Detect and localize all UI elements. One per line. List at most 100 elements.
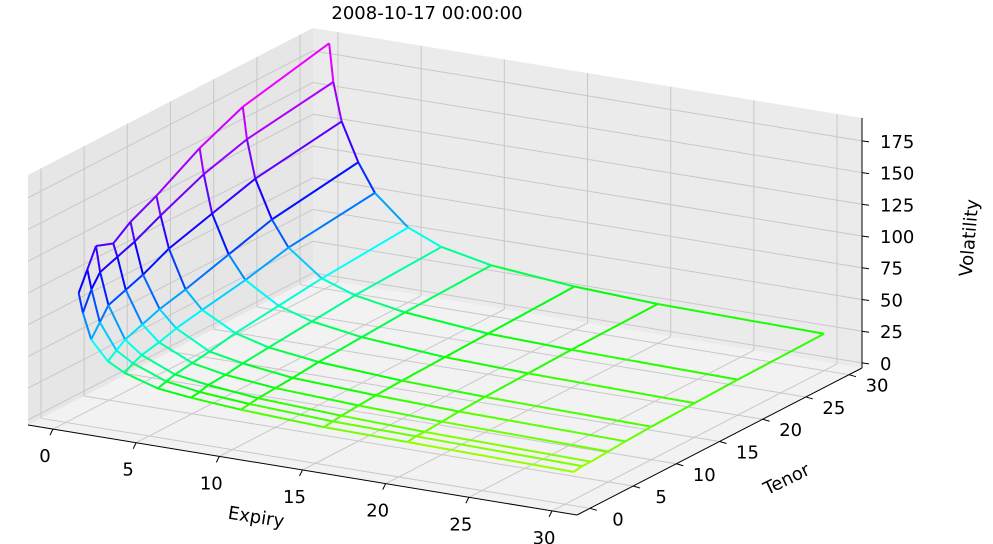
x-tick-label: 0 — [39, 446, 50, 467]
x-tick-label: 20 — [366, 501, 389, 522]
wire-segment — [132, 354, 143, 365]
wire-segment — [246, 81, 334, 141]
wire-segment — [287, 246, 323, 280]
y-tick-label: 25 — [822, 398, 845, 419]
wire-segment — [227, 253, 247, 281]
wire-segment — [332, 420, 417, 438]
wire-segment — [570, 303, 659, 351]
grid-line — [27, 272, 314, 421]
wire-segment — [275, 387, 359, 407]
wire-segment — [90, 271, 102, 290]
wire-segment — [244, 246, 290, 281]
wire-segment — [458, 396, 486, 413]
wire-segment — [107, 360, 126, 374]
grid-line — [27, 50, 314, 199]
tick-mark — [861, 203, 870, 206]
grid-line — [40, 417, 591, 509]
wire-segment — [292, 376, 377, 397]
wire-segment — [158, 308, 178, 329]
wire-segment — [224, 362, 244, 376]
grid-line — [312, 50, 863, 142]
wire-segment — [484, 372, 529, 398]
wire-segment — [175, 327, 211, 353]
wire-segment — [274, 377, 294, 389]
wire-segment — [354, 246, 442, 297]
tick-mark — [762, 418, 770, 422]
grid-line — [312, 272, 863, 364]
wire-segment — [167, 248, 187, 290]
grid-line — [27, 82, 314, 231]
grid-line — [312, 113, 863, 205]
tick-mark — [861, 172, 870, 175]
wire-segment — [484, 395, 652, 428]
wire-segment — [491, 264, 575, 288]
wire-segment — [198, 147, 205, 175]
wire-segment — [199, 384, 209, 393]
wire-segment — [112, 221, 132, 245]
tick-mark — [719, 441, 727, 444]
wire-segment — [116, 240, 136, 258]
wire-segment — [107, 349, 118, 362]
wire-segment — [208, 332, 237, 353]
wire-segment — [288, 192, 376, 249]
wire-segment — [527, 348, 572, 375]
wire-segment — [361, 311, 406, 339]
wire-segment — [321, 277, 356, 297]
wire-segment — [242, 42, 330, 108]
y-axis-label: Tenor — [759, 459, 814, 500]
wire-segment — [115, 339, 126, 352]
wire-segment — [201, 279, 246, 311]
wire-segment — [203, 138, 248, 175]
grid-line — [312, 177, 863, 269]
tick-mark — [861, 140, 870, 143]
wire-segment — [159, 288, 187, 310]
wire-segment — [694, 378, 739, 405]
wire-segment — [444, 356, 529, 375]
wire-segment — [99, 271, 110, 306]
wire-segment — [133, 241, 144, 275]
wire-segment — [404, 311, 489, 335]
wire-segment — [328, 43, 335, 83]
wire-segment — [133, 214, 162, 243]
wire-segment — [98, 304, 110, 323]
wire-segment — [141, 323, 160, 344]
y-tick-label: 10 — [693, 465, 716, 486]
wire-segment — [90, 288, 101, 323]
tick-mark — [632, 485, 641, 489]
wire-segment — [318, 336, 363, 363]
wire-segment — [407, 441, 574, 473]
wire-segment — [157, 387, 192, 399]
z-tick-label: 25 — [880, 322, 903, 343]
wire-segment — [116, 256, 127, 291]
wire-segment — [571, 348, 738, 381]
wire-segment — [340, 121, 360, 163]
wire-segment — [341, 414, 425, 433]
wire-segment — [198, 106, 244, 149]
x-axis-line — [27, 424, 578, 516]
x-tick-label: 15 — [283, 487, 306, 508]
wire-segment — [574, 285, 658, 305]
wire-segment — [155, 195, 162, 216]
wire-segment — [158, 341, 193, 364]
x-tick-label: 25 — [449, 514, 472, 535]
wire-segment — [242, 346, 270, 365]
wire-segment — [235, 332, 270, 349]
wire-segment — [458, 410, 626, 443]
wire-segment — [487, 332, 572, 351]
wire-segment — [311, 294, 356, 323]
wire-segment — [225, 373, 276, 390]
tick-mark — [861, 235, 870, 238]
wire-segment — [174, 373, 209, 386]
wire-segment — [441, 410, 460, 423]
wire-segment — [271, 161, 359, 221]
wire-segment — [124, 323, 144, 341]
y-tick-label: 15 — [736, 443, 759, 464]
tick-mark — [861, 267, 870, 270]
grid-line — [27, 113, 314, 262]
grid-line — [312, 82, 863, 174]
z-tick-label: 175 — [880, 132, 914, 153]
wire-segment — [242, 362, 294, 379]
wire-segment — [581, 460, 592, 468]
wire-segment — [737, 332, 825, 381]
